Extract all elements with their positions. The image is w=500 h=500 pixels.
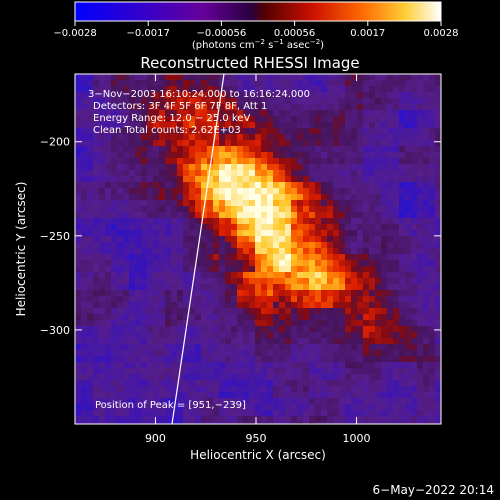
y-tick-label: −300	[40, 324, 70, 337]
x-axis-ticks: 900 950 1000	[145, 74, 371, 445]
info-line-time: 3−Nov−2003 16:10:24.000 to 16:16:24.000	[88, 89, 310, 100]
info-line-counts: Clean Total counts: 2.62E+03	[93, 125, 241, 136]
colorbar: −0.0028 −0.0017 −0.00056 0.00056 0.0017 0.002…	[53, 1, 459, 51]
y-tick-label: −200	[40, 136, 70, 149]
peak-position-label: Position of Peak = [951,−239]	[95, 400, 246, 411]
colorbar-gradient	[74, 1, 442, 22]
colorbar-tick-label: −0.0017	[127, 28, 170, 39]
x-axis-title: Heliocentric X (arcsec)	[190, 448, 326, 462]
colorbar-tick-label: −0.0028	[53, 28, 96, 39]
info-line-energy: Energy Range: 12.0 − 25.0 keV	[93, 113, 250, 124]
plot-title: Reconstructed RHESSI Image	[140, 54, 359, 72]
plot-frame	[74, 73, 442, 425]
colorbar-tick-label: −0.00056	[197, 28, 247, 39]
x-tick-label: 1000	[343, 432, 371, 445]
image-map	[75, 74, 441, 424]
info-line-detectors: Detectors: 3F 4F 5F 6F 7F 8F, Att 1	[93, 101, 267, 112]
colorbar-tick-label: 0.0028	[424, 28, 459, 39]
y-axis-ticks: −200 −250 −300	[40, 136, 441, 337]
colorbar-units: (photons cm−2 s−1 asec−2)	[192, 38, 324, 51]
colorbar-tick-label: 0.0017	[350, 28, 385, 39]
image-pixels	[75, 74, 441, 424]
observation-info: 3−Nov−2003 16:10:24.000 to 16:16:24.000 …	[88, 89, 310, 136]
y-axis-title: Heliocentric Y (arcsec)	[14, 182, 28, 317]
x-tick-label: 900	[145, 432, 166, 445]
solar-limb-line	[171, 74, 225, 424]
y-tick-label: −250	[40, 230, 70, 243]
x-tick-label: 950	[245, 432, 266, 445]
colorbar-tick-label: 0.00056	[274, 28, 315, 39]
colorbar-ticks: −0.0028 −0.0017 −0.00056 0.00056 0.0017 0.002…	[53, 21, 459, 39]
footer-date: 6−May−2022 20:14	[373, 483, 495, 497]
